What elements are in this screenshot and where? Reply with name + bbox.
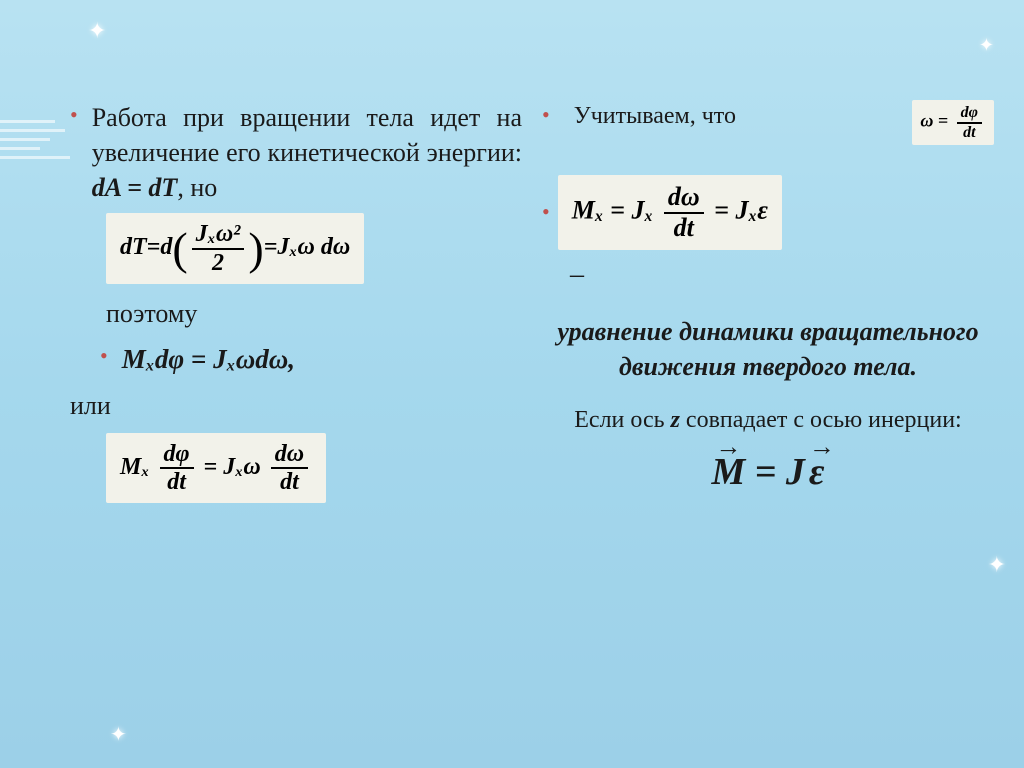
- formula-main-lhs: Mₓ = Jₓ: [572, 196, 654, 225]
- right-column: • Учитываем, что ω = dφdt • Mₓ = Jₓ dωdt…: [542, 100, 994, 738]
- formula-Mfrac-num1: dφ: [160, 441, 194, 469]
- formula-omega-lhs: ω =: [920, 111, 948, 131]
- equals-J: = J: [745, 451, 805, 493]
- equation-M-Jeps: M = Jε: [542, 447, 994, 498]
- formula-omega-den: dt: [957, 124, 982, 142]
- vector-epsilon: ε: [809, 447, 825, 498]
- sparkle-icon: ✦: [979, 35, 994, 56]
- formula-main-den: dt: [664, 214, 704, 243]
- formula-main-num: dω: [664, 183, 704, 214]
- bullet-icon: •: [542, 100, 550, 131]
- formula-main-rhs: = Jₓε: [714, 196, 768, 225]
- formula-dT-num: Jₓω²: [192, 221, 245, 249]
- text-work-rotation: Работа при вращении тела идет на увеличе…: [92, 103, 522, 167]
- formula-M-fraction: Mₓ dφdt = Jₓω dωdt: [106, 433, 522, 504]
- formula-Mfrac-den2: dt: [271, 469, 308, 495]
- text-but: , но: [177, 173, 217, 202]
- slide-content: • Работа при вращении тела идет на увели…: [70, 100, 994, 738]
- formula-Mfrac-mid: = Jₓω: [204, 454, 261, 480]
- equation-Mdphi: Mₓdφ = Jₓωdω,: [122, 341, 295, 377]
- decorative-stripes: [0, 120, 70, 165]
- axis-pre: Если ось: [574, 407, 670, 433]
- paragraph-work-rotation: • Работа при вращении тела идет на увели…: [70, 100, 522, 205]
- axis-z: z: [671, 407, 680, 433]
- formula-Mfrac-num2: dω: [271, 441, 308, 469]
- vector-M: M: [711, 447, 745, 498]
- conclusion-text: уравнение динамики вращательного движени…: [542, 314, 994, 384]
- formula-dT: dT=d(Jₓω²2)=Jₓω dω: [106, 213, 522, 284]
- axis-text: Если ось z совпадает с осью инерции:: [542, 404, 994, 436]
- formula-dT-lhs: dT=d: [120, 234, 172, 260]
- bullet-icon: •: [542, 197, 550, 228]
- equation-dA-dT: dA = dT: [92, 173, 178, 202]
- dash-label: –: [570, 256, 994, 294]
- sparkle-icon: ✦: [88, 18, 106, 44]
- text-therefore: поэтому: [106, 296, 522, 331]
- consider-row: • Учитываем, что ω = dφdt: [542, 100, 994, 145]
- equation-Mdphi-row: • Mₓdφ = Jₓωdω,: [100, 341, 522, 377]
- text-consider: Учитываем, что: [574, 100, 903, 132]
- left-column: • Работа при вращении тела идет на увели…: [70, 100, 522, 738]
- formula-omega-num: dφ: [957, 104, 982, 124]
- formula-main-row: • Mₓ = Jₓ dωdt = Jₓε: [542, 175, 994, 250]
- formula-Mfrac-den1: dt: [160, 469, 194, 495]
- formula-Mfrac-lhs: Mₓ: [120, 454, 150, 480]
- formula-dT-rhs: =Jₓω dω: [264, 234, 351, 260]
- bullet-icon: •: [100, 341, 108, 372]
- bullet-icon: •: [70, 100, 78, 131]
- text-or: или: [70, 388, 522, 423]
- formula-omega: ω = dφdt: [912, 100, 994, 145]
- formula-dT-den: 2: [192, 250, 245, 276]
